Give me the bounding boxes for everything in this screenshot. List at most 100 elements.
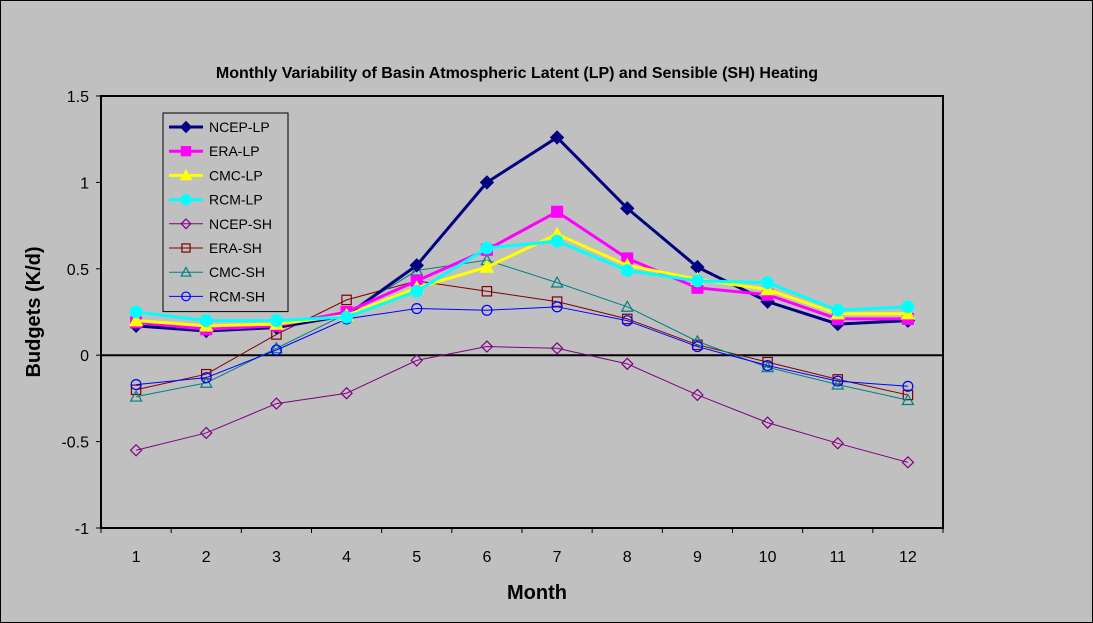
- data-point-rcm-lp: [901, 300, 915, 314]
- data-point-rcm-lp: [550, 234, 564, 248]
- legend-item-rcm-sh: RCM-SH: [169, 288, 265, 304]
- data-point-ncep-sh: [270, 397, 283, 410]
- legend-item-rcm-lp: RCM-LP: [169, 192, 263, 208]
- data-point-ncep-sh: [831, 436, 845, 450]
- data-point-cmc-sh: [831, 377, 845, 390]
- data-point-era-sh: [481, 285, 493, 297]
- data-point-cmc-sh: [901, 393, 915, 406]
- legend-item-era-lp: ERA-LP: [169, 143, 260, 159]
- legend-marker-era-lp: [180, 146, 192, 157]
- data-point-rcm-lp: [270, 314, 283, 327]
- data-point-rcm-sh: [130, 379, 142, 391]
- x-tick-label: 11: [829, 549, 846, 566]
- series-ncep-sh: [129, 340, 915, 469]
- series-line-era-sh: [135, 280, 909, 396]
- legend-marker-rcm-sh: [181, 291, 191, 302]
- data-point-rcm-sh: [200, 372, 212, 384]
- legend-marker-cmc-lp: [179, 168, 193, 181]
- legend-label: RCM-SH: [209, 288, 265, 304]
- data-point-ncep-sh: [901, 455, 915, 469]
- legend-label: NCEP-LP: [209, 119, 270, 135]
- legend-label: ERA-SH: [209, 240, 262, 256]
- legend-item-cmc-sh: CMC-SH: [169, 264, 265, 280]
- data-point-rcm-sh: [832, 375, 844, 387]
- x-tick-label: 3: [272, 549, 281, 566]
- series-line-rcm-lp: [135, 239, 908, 323]
- data-point-cmc-sh: [129, 389, 143, 402]
- data-point-ncep-sh: [761, 416, 774, 429]
- legend-label: ERA-LP: [209, 143, 260, 159]
- x-tick-label: 5: [412, 549, 421, 566]
- data-point-rcm-sh: [270, 344, 282, 356]
- legend-item-era-sh: ERA-SH: [169, 240, 262, 256]
- data-point-era-lp: [551, 205, 564, 218]
- legend-marker-ncep-sh: [180, 218, 192, 230]
- series-line-cmc-sh: [135, 259, 909, 401]
- data-point-ncep-lp: [620, 201, 635, 216]
- data-point-cmc-sh: [690, 334, 704, 347]
- data-point-cmc-sh: [269, 341, 283, 354]
- data-point-rcm-sh: [691, 341, 703, 353]
- series-group: [128, 130, 916, 469]
- data-point-ncep-sh: [340, 386, 353, 400]
- x-tick-label: 6: [482, 549, 491, 566]
- data-point-cmc-sh: [620, 300, 634, 312]
- legend-label: RCM-LP: [209, 192, 263, 208]
- series-line-ncep-sh: [135, 346, 909, 463]
- data-point-rcm-lp: [410, 284, 424, 298]
- data-point-rcm-lp: [620, 264, 634, 277]
- data-point-rcm-sh: [621, 315, 633, 327]
- data-point-ncep-sh: [199, 426, 213, 440]
- data-point-rcm-lp: [691, 274, 704, 288]
- legend-label: CMC-SH: [209, 264, 265, 280]
- data-point-rcm-lp: [199, 314, 213, 327]
- data-point-rcm-sh: [902, 380, 914, 392]
- legend-item-ncep-sh: NCEP-SH: [169, 216, 272, 232]
- data-point-ncep-lp: [549, 130, 565, 145]
- data-point-cmc-lp: [479, 259, 495, 273]
- legend-marker-rcm-lp: [180, 194, 192, 206]
- data-point-ncep-sh: [480, 340, 494, 353]
- y-tick-label: 1: [80, 175, 89, 192]
- data-point-rcm-lp: [129, 305, 143, 319]
- chart-title: Monthly Variability of Basin Atmospheric…: [216, 65, 818, 82]
- data-point-ncep-sh: [550, 341, 564, 355]
- series-rcm-sh: [130, 301, 914, 392]
- data-point-rcm-lp: [761, 276, 774, 289]
- series-rcm-lp: [129, 234, 915, 327]
- data-point-rcm-sh: [411, 302, 423, 315]
- legend-label: CMC-LP: [209, 167, 263, 183]
- y-tick-label: -1: [75, 521, 89, 538]
- y-axis-label: Budgets (K/d): [23, 246, 45, 377]
- legend: NCEP-LP ERA-LP CMC-LP RCM-LP NCEP-SH ERA-SH CM…: [162, 112, 289, 313]
- data-point-rcm-sh: [481, 304, 493, 316]
- x-tick-label: 8: [623, 549, 632, 566]
- data-point-rcm-sh: [551, 301, 563, 313]
- data-point-rcm-lp: [831, 303, 845, 317]
- legend-item-ncep-lp: NCEP-LP: [169, 119, 270, 135]
- y-tick-label: -0.5: [61, 435, 89, 452]
- series-line-era-lp: [135, 210, 908, 331]
- data-point-rcm-lp: [340, 310, 353, 324]
- x-tick-label: 2: [202, 549, 211, 566]
- data-point-cmc-lp: [128, 313, 144, 327]
- data-point-era-sh: [551, 296, 563, 307]
- data-point-era-sh: [130, 384, 142, 396]
- data-point-ncep-lp: [409, 258, 424, 273]
- legend-item-cmc-lp: CMC-LP: [169, 167, 263, 183]
- y-tick-label: 0.5: [67, 262, 89, 279]
- series-line-rcm-sh: [136, 306, 908, 387]
- data-point-rcm-sh: [762, 360, 774, 372]
- legend-marker-era-sh: [181, 243, 191, 253]
- data-point-cmc-sh: [761, 360, 775, 373]
- x-tick-label: 4: [342, 549, 351, 566]
- legend-marker-ncep-lp: [179, 120, 193, 134]
- x-tick-label: 1: [132, 549, 141, 566]
- x-tick-label: 10: [759, 549, 777, 566]
- legend-marker-cmc-sh: [180, 266, 192, 277]
- x-tick-label: 7: [553, 549, 562, 566]
- x-axis-ticks: 1 2 3 4 5 6 7 8 9 10 11 12: [100, 528, 944, 566]
- data-point-ncep-sh: [129, 443, 143, 457]
- data-point-ncep-sh: [691, 388, 704, 402]
